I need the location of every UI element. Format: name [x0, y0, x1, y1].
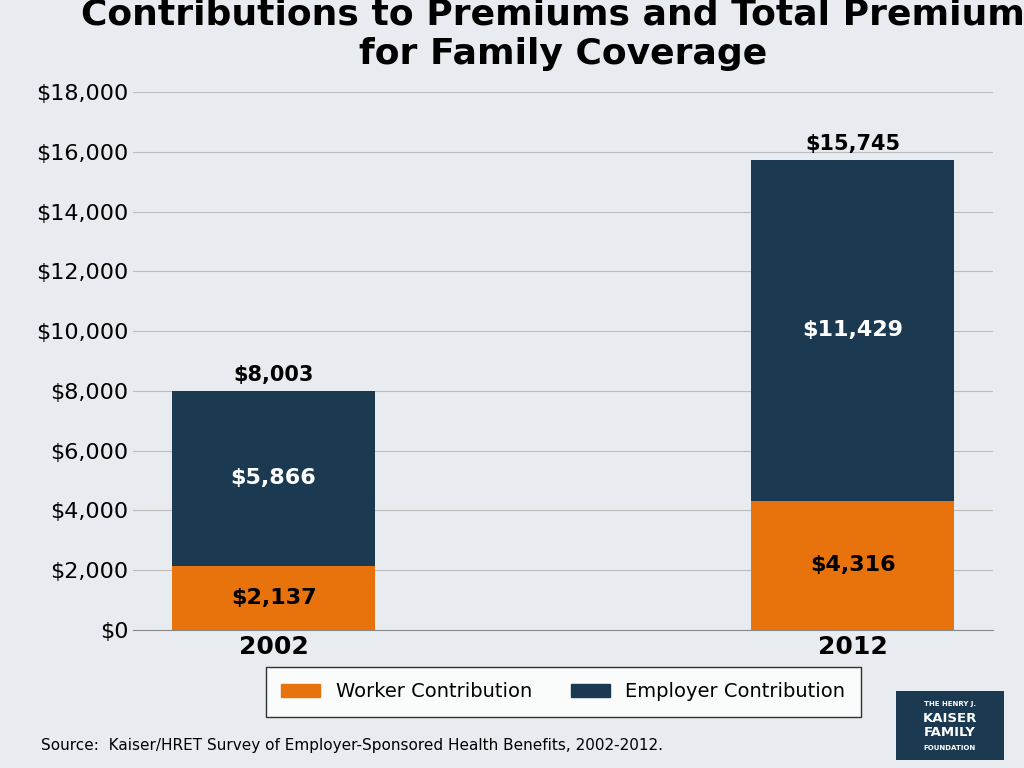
Text: $4,316: $4,316 — [810, 555, 896, 575]
Legend: Worker Contribution, Employer Contribution: Worker Contribution, Employer Contributi… — [265, 667, 861, 717]
Bar — [172, 391, 375, 566]
Text: FAMILY: FAMILY — [924, 727, 976, 739]
Text: $5,866: $5,866 — [230, 468, 316, 488]
Text: THE HENRY J.: THE HENRY J. — [924, 700, 976, 707]
Text: FOUNDATION: FOUNDATION — [924, 745, 976, 751]
Title: Average Annual Worker  and Employer
Contributions to Premiums and Total Premiums: Average Annual Worker and Employer Contr… — [81, 0, 1024, 71]
Text: $2,137: $2,137 — [230, 588, 316, 607]
Text: $15,745: $15,745 — [805, 134, 900, 154]
Text: $11,429: $11,429 — [803, 320, 903, 340]
Text: KAISER: KAISER — [923, 713, 977, 725]
Text: Source:  Kaiser/HRET Survey of Employer-Sponsored Health Benefits, 2002-2012.: Source: Kaiser/HRET Survey of Employer-S… — [41, 737, 663, 753]
Bar — [172, 566, 375, 630]
Text: $8,003: $8,003 — [233, 366, 313, 386]
Bar — [752, 501, 954, 630]
Bar — [752, 160, 954, 501]
